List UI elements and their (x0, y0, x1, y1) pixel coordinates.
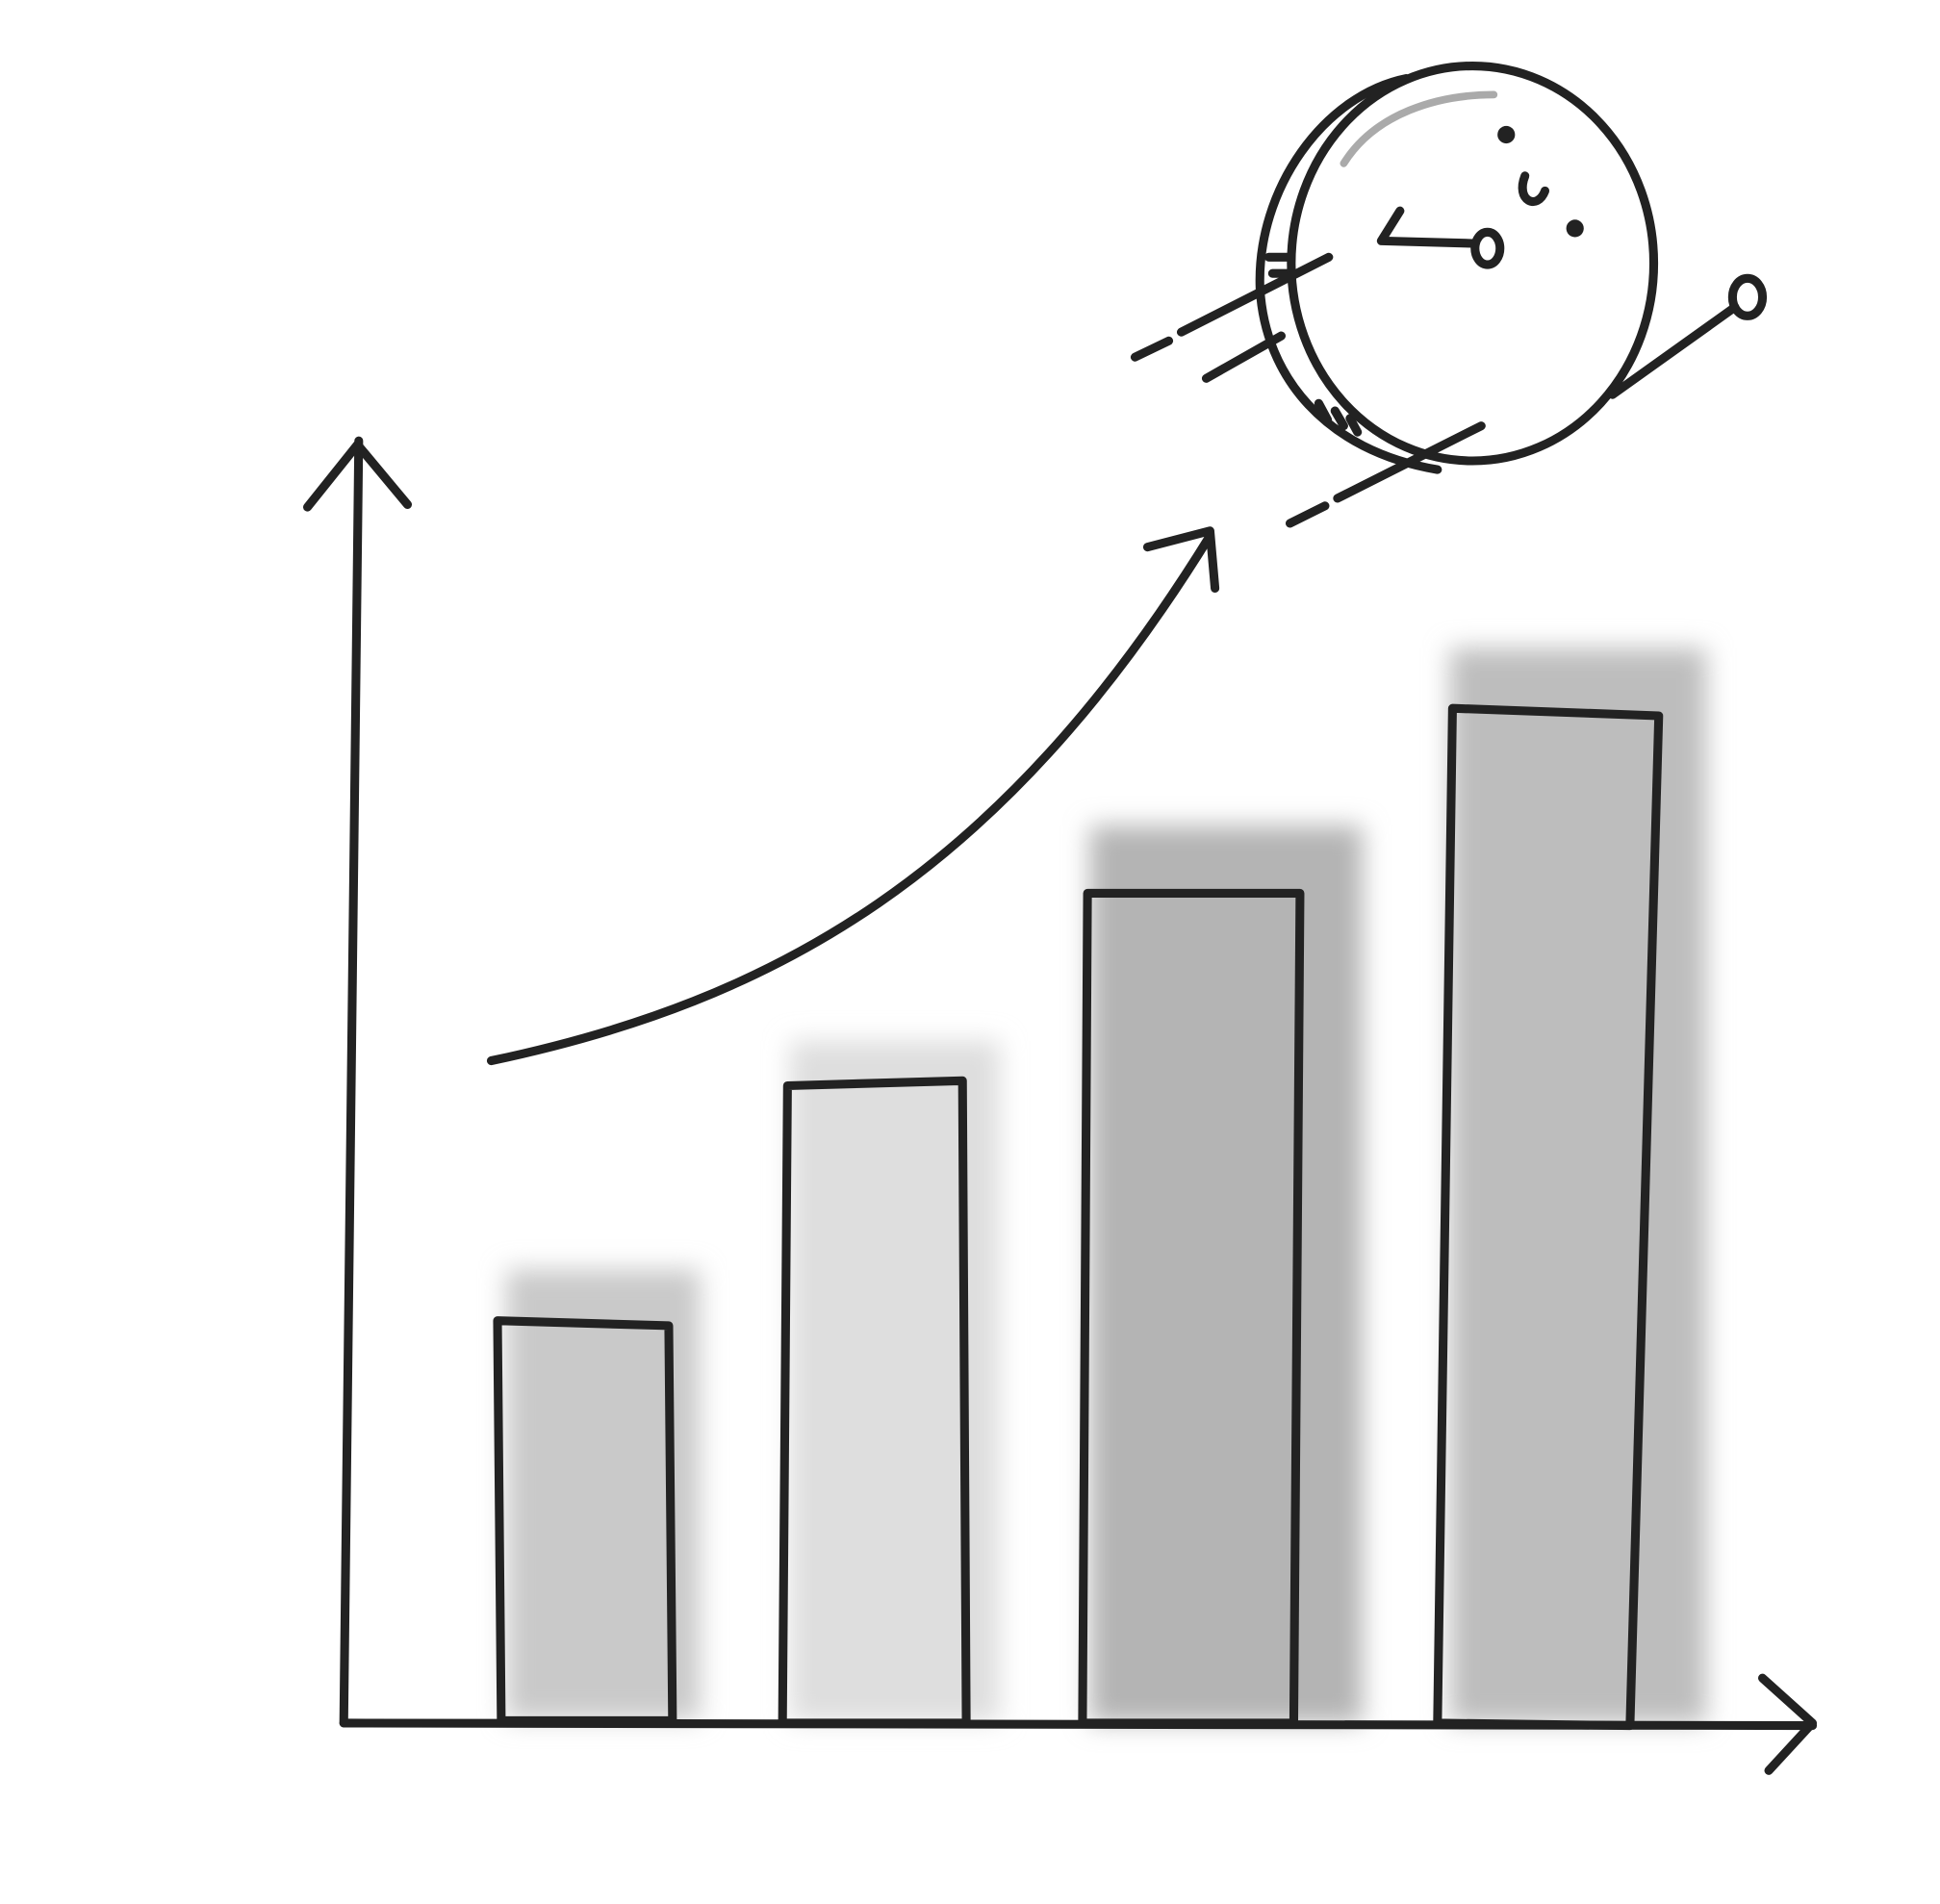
y-axis-arrow (303, 440, 413, 512)
axes (303, 436, 1818, 1775)
x-axis-arrow (1758, 1673, 1818, 1775)
arrow-head (1142, 526, 1220, 594)
curve (486, 531, 1214, 1066)
coin (1255, 61, 1768, 474)
growth-arrow (486, 526, 1220, 1066)
coin-face (1287, 61, 1659, 466)
highlight (1340, 90, 1498, 167)
y-axis (339, 436, 364, 1728)
speed-lines (1130, 252, 1486, 528)
bar-shading (506, 647, 1707, 1723)
x-axis (339, 1718, 1818, 1731)
